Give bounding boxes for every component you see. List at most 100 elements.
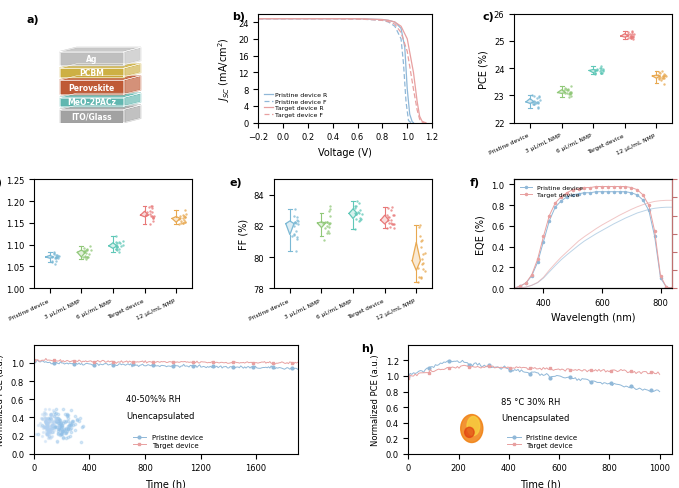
- Point: [627, 33, 638, 41]
- Polygon shape: [172, 217, 180, 223]
- X-axis label: Time (h): Time (h): [145, 478, 186, 488]
- Target device: [534, 257, 542, 263]
- Point: [414, 222, 425, 230]
- Pristine device: [293, 366, 301, 372]
- Point: [33, 421, 43, 429]
- Point: [384, 220, 394, 228]
- Point: [46, 421, 57, 428]
- Point: [291, 234, 302, 242]
- Point: [80, 247, 91, 255]
- Point: [43, 415, 54, 423]
- Point: [41, 419, 52, 427]
- Point: [40, 418, 51, 426]
- Point: [289, 223, 299, 231]
- Target device: [47, 358, 55, 364]
- Point: [147, 215, 158, 223]
- Point: [39, 409, 50, 417]
- Point: [113, 248, 124, 256]
- Point: [289, 219, 299, 227]
- Point: [48, 249, 59, 257]
- Target device: [574, 186, 583, 192]
- Point: [659, 75, 669, 82]
- Pristine device: [668, 285, 676, 291]
- Pristine device: [42, 359, 50, 365]
- Pristine device R: [329, 17, 337, 22]
- Point: [43, 424, 54, 431]
- Point: [53, 414, 64, 422]
- Point: [659, 73, 669, 81]
- Target device: [30, 357, 38, 363]
- Point: [350, 210, 361, 218]
- Point: [53, 424, 64, 432]
- Pristine device F: [329, 17, 337, 22]
- Point: [60, 410, 71, 418]
- Point: [42, 419, 53, 427]
- Point: [69, 427, 80, 434]
- Point: [60, 429, 71, 437]
- Point: [43, 419, 54, 427]
- Point: [416, 274, 426, 282]
- Target device R: [409, 70, 418, 76]
- Point: [529, 101, 540, 109]
- Point: [658, 73, 669, 81]
- Target device: [569, 187, 577, 193]
- Line: Pristine device: Pristine device: [407, 359, 661, 393]
- Point: [660, 73, 671, 81]
- Pristine device R: [409, 121, 418, 126]
- Point: [39, 424, 50, 431]
- Point: [180, 214, 191, 222]
- Point: [590, 70, 601, 78]
- Polygon shape: [60, 48, 141, 53]
- Point: [53, 422, 64, 430]
- Point: [63, 422, 74, 430]
- Point: [36, 432, 47, 440]
- Point: [40, 424, 51, 431]
- Point: [81, 255, 92, 263]
- Point: [47, 253, 58, 261]
- Point: [148, 214, 159, 222]
- Pristine device: [516, 284, 524, 289]
- Point: [54, 423, 65, 430]
- Pristine device: [639, 198, 647, 203]
- Point: [318, 236, 329, 244]
- Target device: [581, 185, 589, 191]
- Point: [52, 429, 63, 437]
- Point: [147, 217, 158, 225]
- Target device: [650, 229, 659, 235]
- Point: [81, 249, 92, 257]
- Point: [42, 424, 53, 432]
- Point: [322, 219, 333, 226]
- Pristine device F: [390, 24, 399, 30]
- Point: [39, 424, 50, 431]
- Point: [532, 95, 543, 103]
- Target device: [610, 184, 618, 190]
- Pristine device R: [390, 20, 399, 26]
- Point: [353, 210, 364, 218]
- Point: [145, 212, 156, 220]
- Point: [53, 252, 64, 260]
- Target device: [42, 356, 50, 362]
- Point: [351, 210, 362, 218]
- Pristine device: [574, 191, 583, 197]
- Target device: [657, 273, 665, 279]
- Target device: [627, 185, 636, 191]
- Point: [596, 64, 607, 72]
- Point: [45, 433, 56, 441]
- Point: [173, 221, 184, 228]
- Point: [66, 425, 77, 432]
- Point: [659, 71, 669, 79]
- Point: [565, 89, 576, 97]
- Polygon shape: [60, 110, 124, 123]
- Pristine device: [489, 365, 497, 370]
- Target device: [274, 361, 282, 366]
- Point: [54, 423, 65, 431]
- Point: [40, 437, 51, 445]
- Point: [46, 426, 57, 433]
- Point: [48, 418, 58, 426]
- Point: [41, 419, 52, 427]
- Target device: [489, 363, 497, 369]
- Point: [54, 253, 65, 261]
- Legend: Pristine device R, Pristine device F, Target device R, Target device F: Pristine device R, Pristine device F, Ta…: [261, 90, 330, 120]
- Point: [591, 66, 602, 74]
- Pristine device: [615, 189, 623, 195]
